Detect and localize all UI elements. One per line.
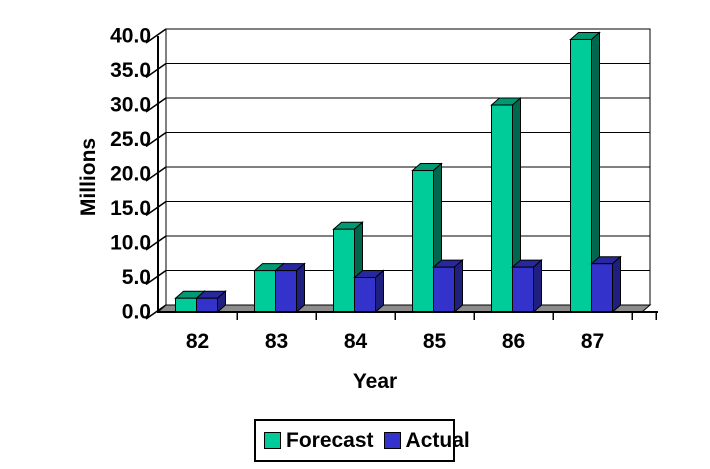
- y-tick: [145, 235, 167, 251]
- bar-front-face: [333, 228, 355, 313]
- bar-side-face: [612, 255, 621, 314]
- y-tick-label: 35.0: [110, 59, 151, 82]
- legend-label-forecast: Forecast: [286, 429, 374, 452]
- y-tick: [145, 62, 167, 79]
- bar-front-face: [275, 270, 297, 313]
- bar-side-face: [533, 259, 542, 314]
- bar-front-face: [196, 297, 218, 313]
- y-tick-label: 15.0: [110, 197, 151, 220]
- bar-front-face: [254, 270, 276, 313]
- x-tick-label: 83: [265, 330, 288, 353]
- y-tick-label: 40.0: [110, 25, 151, 48]
- y-tick-label: 5.0: [122, 266, 151, 289]
- y-tick-label: 30.0: [110, 94, 151, 117]
- bar-front-face: [570, 38, 592, 313]
- legend-label-actual: Actual: [405, 429, 470, 452]
- bar-forecast-86: [490, 96, 522, 314]
- bar-front-face: [512, 266, 534, 313]
- bar-actual-86: [511, 259, 543, 314]
- x-tick-label: 84: [344, 330, 368, 353]
- y-tick: [145, 200, 167, 217]
- y-tick-label: 0.0: [122, 301, 151, 324]
- x-axis-title: Year: [352, 370, 398, 393]
- y-tick: [145, 131, 167, 148]
- legend: Forecast Actual: [254, 419, 470, 462]
- y-tick-label: 25.0: [110, 128, 151, 151]
- bar-front-face: [433, 266, 455, 313]
- y-tick: [145, 166, 167, 182]
- y-tick: [145, 28, 167, 44]
- x-tick-label: 82: [186, 330, 209, 353]
- bar-actual-87: [590, 255, 622, 314]
- legend-swatch-forecast: [264, 432, 281, 449]
- bar-side-face: [454, 259, 463, 314]
- bar-actual-85: [432, 259, 464, 314]
- bar-side-face: [296, 262, 305, 314]
- bar-actual-83: [274, 262, 306, 314]
- bar-front-face: [175, 297, 197, 313]
- bar-front-face: [591, 263, 613, 313]
- y-tick: [145, 269, 167, 286]
- bar-front-face: [491, 104, 513, 313]
- y-tick-label: 10.0: [110, 232, 151, 255]
- y-tick-label: 20.0: [110, 163, 151, 186]
- bar-side-face: [375, 269, 384, 314]
- bar-actual-84: [353, 269, 385, 314]
- x-tick-label: 85: [423, 330, 447, 353]
- x-tick-label: 86: [502, 330, 525, 353]
- bar-front-face: [354, 277, 376, 313]
- bar-front-face: [412, 170, 434, 313]
- y-tick: [145, 97, 167, 113]
- y-axis-title: Millions: [77, 137, 100, 217]
- x-tick-label: 87: [581, 330, 604, 353]
- bar-actual-82: [195, 290, 227, 314]
- legend-swatch-actual: [383, 432, 401, 449]
